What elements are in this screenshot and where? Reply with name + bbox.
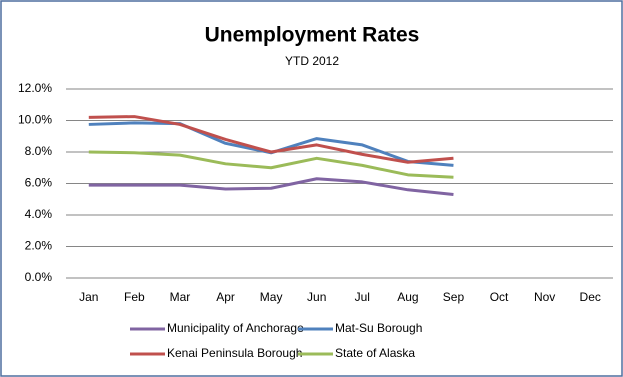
x-tick-label: Mar	[170, 290, 191, 304]
legend-label: State of Alaska	[335, 346, 415, 360]
x-tick-label: Nov	[534, 290, 555, 304]
x-tick-label: May	[260, 290, 283, 304]
series-line	[88, 150, 454, 179]
y-tick-label: 0.0%	[25, 270, 53, 284]
chart-title: Unemployment Rates	[205, 24, 420, 47]
x-tick-label: Apr	[216, 290, 235, 304]
series-line	[88, 115, 454, 164]
x-tick-label: Dec	[580, 290, 601, 304]
legend-label: Kenai Peninsula Borough	[167, 346, 302, 360]
x-tick-label: Jun	[307, 290, 326, 304]
x-tick-label: Oct	[490, 290, 509, 304]
legend-label: Municipality of Anchorage	[167, 321, 304, 335]
chart-subtitle: YTD 2012	[285, 54, 339, 68]
x-tick-label: Jan	[79, 290, 98, 304]
x-tick-label: Aug	[397, 290, 418, 304]
legend-label: Mat-Su Borough	[335, 321, 422, 335]
y-tick-label: 4.0%	[25, 207, 53, 221]
x-tick-label: Feb	[124, 290, 145, 304]
y-tick-label: 12.0%	[18, 81, 52, 95]
y-tick-label: 8.0%	[25, 144, 53, 158]
x-tick-label: Sep	[443, 290, 465, 304]
y-tick-label: 6.0%	[25, 176, 53, 190]
x-tick-label: Jul	[355, 290, 370, 304]
series-line	[88, 177, 454, 197]
y-tick-label: 10.0%	[18, 113, 52, 127]
y-tick-label: 2.0%	[25, 239, 53, 253]
